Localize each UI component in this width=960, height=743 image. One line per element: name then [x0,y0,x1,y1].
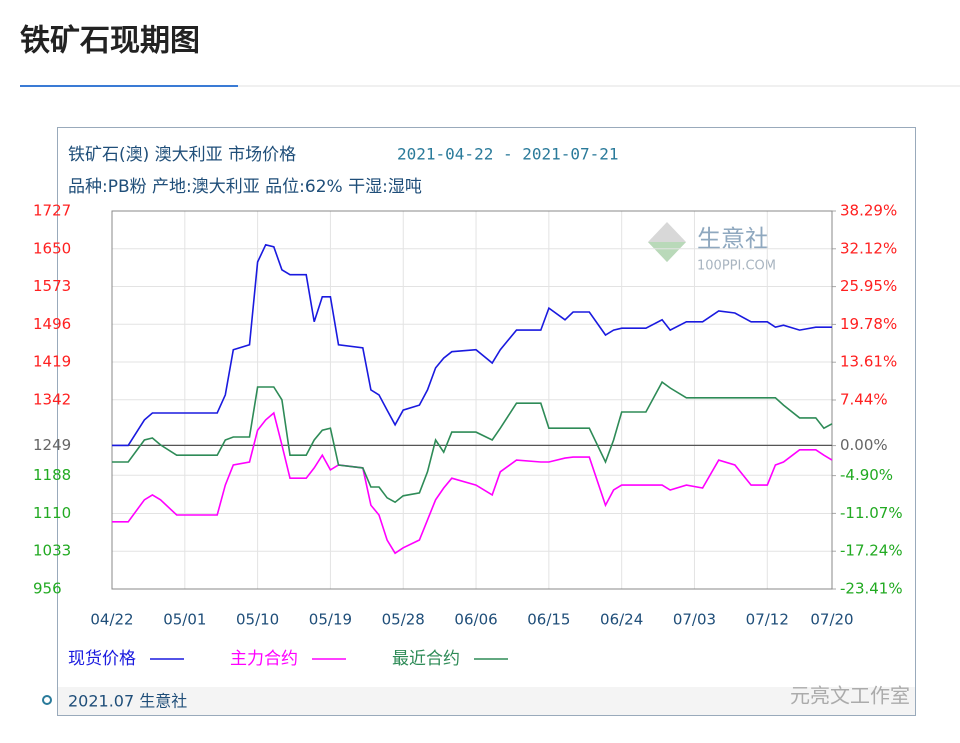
x-tick-label: 07/20 [810,611,853,629]
y2-tick-label: -17.24% [840,542,903,560]
credit: 元亮文工作室 [790,684,910,708]
y2-tick-label: -23.41% [840,580,903,598]
footer-icon [42,695,52,705]
y-tick-label: 1650 [33,239,71,257]
y2-tick-label: 38.29% [840,202,897,220]
y2-tick-label: 0.00% [840,436,888,454]
y2-tick-label: 25.95% [840,277,897,295]
x-tick-label: 06/15 [527,611,570,629]
y-tick-label: 1573 [33,277,71,295]
legend-label: 最近合约 [392,649,460,669]
x-tick-label: 05/10 [236,611,279,629]
footer: 2021.07 生意社 [68,692,187,711]
y2-tick-label: 19.78% [840,315,897,333]
y2-tick-label: -4.90% [840,466,893,484]
y-tick-label: 956 [33,580,62,598]
y-tick-label: 1110 [33,504,71,522]
series-line [112,243,832,447]
y-tick-label: 1342 [33,390,71,408]
y-tick-label: 1727 [33,202,71,220]
y2-tick-label: -11.07% [840,504,903,522]
x-tick-label: 07/12 [746,611,789,629]
y2-tick-label: 7.44% [840,391,888,409]
y-tick-label: 1249 [33,436,71,454]
x-tick-label: 06/06 [454,611,497,629]
legend-label: 主力合约 [230,649,298,669]
watermark-logo-part [648,242,686,262]
chart-frame [57,127,916,716]
y-tick-label: 1419 [33,353,71,371]
y-tick-label: 1033 [33,542,71,560]
y2-tick-label: 32.12% [840,239,897,257]
chart-subtitle: 品种:PB粉 产地:澳大利亚 品位:62% 干湿:湿吨 [68,177,422,197]
x-tick-label: 07/03 [673,611,716,629]
x-tick-label: 05/01 [163,611,206,629]
y-tick-label: 1188 [33,466,71,484]
y2-tick-label: 13.61% [840,353,897,371]
legend-label: 现货价格 [68,649,136,669]
footer-band [58,687,915,715]
plot-border [111,210,833,590]
watermark-site: 100PPI.COM [697,259,776,274]
x-tick-label: 05/28 [382,611,425,629]
x-tick-label: 04/22 [90,611,133,629]
chart-title: 铁矿石(澳) 澳大利亚 市场价格 [68,145,296,165]
y-tick-label: 1496 [33,315,71,333]
series-line [112,380,833,504]
date-range: 2021-04-22 - 2021-07-21 [397,145,619,164]
x-tick-label: 06/24 [600,611,643,629]
x-tick-label: 05/19 [309,611,352,629]
series-line [112,411,833,555]
page-title: 铁矿石现期图 [20,24,200,59]
